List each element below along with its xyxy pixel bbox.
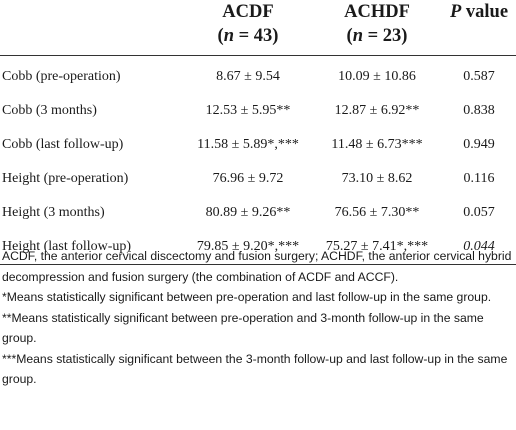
results-table-container: ACDF (n = 43) ACHDF (n = 23) P value Cob… [0, 0, 516, 265]
header-achdf: ACHDF (n = 23) [312, 0, 442, 55]
acdf-value: 11.58 ± 5.89*,*** [197, 136, 299, 152]
table-header-row: ACDF (n = 43) ACHDF (n = 23) P value [0, 0, 516, 55]
header-acdf: ACDF (n = 43) [184, 0, 312, 55]
acdf-value: 8.67 ± 9.54 [216, 68, 280, 84]
results-table: ACDF (n = 43) ACHDF (n = 23) P value Cob… [0, 0, 516, 265]
row-label: Height (last follow-up) [0, 229, 184, 265]
row-label: Cobb (pre-operation) [2, 68, 121, 84]
header-p-value: P value [449, 2, 509, 22]
footnote-single-asterisk: *Means statistically significant between… [2, 290, 492, 304]
row-label: Cobb (last follow-up) [2, 136, 124, 152]
row-label: Height (3 months) [2, 204, 105, 220]
achdf-value: 11.48 ± 6.73*** [331, 136, 423, 152]
footnote-triple-asterisk: ***Means statistically significant betwe… [2, 351, 508, 387]
achdf-value: 76.56 ± 7.30** [334, 204, 420, 220]
table-footnotes: ACDF, the anterior cervical discectomy a… [2, 246, 512, 390]
row-label: Height (pre-operation) [2, 170, 129, 186]
header-acdf-n: (n = 43) [217, 26, 279, 46]
acdf-value: 79.85 ± 9.20*,*** [184, 229, 312, 265]
acdf-value: 80.89 ± 9.26** [205, 204, 291, 220]
p-value: 0.044 [442, 229, 516, 265]
table-row: Cobb (pre-operation) 8.67 ± 9.54 10.09 ±… [0, 55, 516, 94]
p-value: 0.116 [463, 170, 495, 186]
footnote-abbreviations: ACDF, the anterior cervical discectomy a… [2, 249, 512, 284]
row-label: Cobb (3 months) [2, 102, 97, 118]
p-value: 0.949 [463, 136, 495, 152]
achdf-value: 10.09 ± 10.86 [338, 68, 416, 84]
table-row: Cobb (3 months) 12.53 ± 5.95** 12.87 ± 6… [0, 94, 516, 128]
achdf-value: 73.10 ± 8.62 [341, 170, 413, 186]
achdf-value: 75.27 ± 7.41*,*** [312, 229, 442, 265]
table-row: Height (pre-operation) 76.96 ± 9.72 73.1… [0, 162, 516, 196]
header-achdf-n: (n = 23) [346, 26, 408, 46]
footnote-double-asterisk: **Means statistically significant betwee… [2, 310, 484, 346]
table-row: Height (3 months) 80.89 ± 9.26** 76.56 ±… [0, 196, 516, 230]
header-empty-cell [0, 0, 184, 55]
acdf-value: 76.96 ± 9.72 [212, 170, 284, 186]
p-value: 0.057 [463, 204, 495, 220]
header-acdf-name: ACDF [222, 2, 274, 22]
p-value: 0.587 [463, 68, 495, 84]
table-row: Cobb (last follow-up) 11.58 ± 5.89*,*** … [0, 128, 516, 162]
table-row: Height (last follow-up) 79.85 ± 9.20*,**… [0, 229, 516, 265]
achdf-value: 12.87 ± 6.92** [334, 102, 420, 118]
p-value: 0.838 [463, 102, 495, 118]
acdf-value: 12.53 ± 5.95** [205, 102, 291, 118]
header-achdf-name: ACHDF [344, 2, 410, 22]
